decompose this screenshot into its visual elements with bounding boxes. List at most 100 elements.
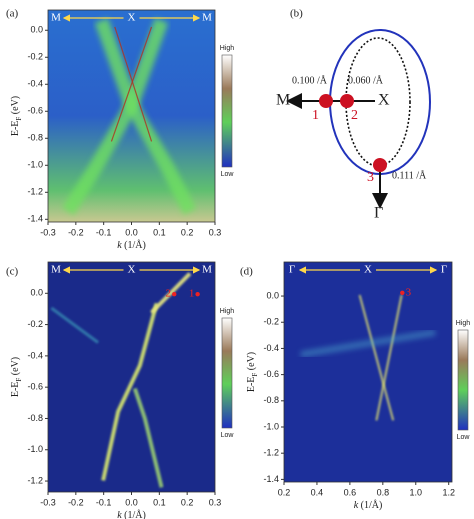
plot-frame	[283, 261, 453, 483]
y-tick-label: 0.0	[266, 290, 279, 300]
path-label: X	[364, 264, 372, 276]
spectral-feature	[300, 329, 436, 358]
annotation-dot	[400, 290, 405, 295]
y-tick-label: -0.8	[27, 133, 43, 143]
y-axis-label: E-EF (eV)	[246, 352, 260, 392]
path-label: M	[202, 12, 212, 24]
y-label-main: E-E	[10, 382, 21, 398]
colorbar	[221, 317, 233, 429]
x-label-var: k	[354, 500, 359, 511]
colorbar-low: Low	[221, 171, 235, 178]
y-tick-label: -1.2	[27, 187, 43, 197]
annotation-dot	[195, 292, 200, 297]
y-tick-label: -0.4	[27, 79, 43, 89]
x-label-unit: (1/Å)	[124, 239, 146, 251]
spectral-feature	[150, 272, 192, 315]
x-tick-label: 0.2	[181, 497, 194, 507]
x-tick-label: 0.1	[153, 497, 166, 507]
path-label: M	[202, 264, 212, 276]
path-label: Γ	[289, 264, 295, 276]
y-tick-label: -1.0	[27, 160, 43, 170]
spectral-feature	[101, 302, 159, 481]
x-tick-label: 1.2	[442, 487, 455, 497]
x-tick-label: 0.0	[125, 227, 138, 237]
y-tick-label: -1.0	[263, 421, 279, 431]
x-tick-label: 0.3	[209, 497, 222, 507]
y-tick-label: -1.4	[263, 474, 279, 484]
x-tick-label: -0.1	[96, 497, 112, 507]
spectral-feature	[50, 306, 99, 344]
colorbar-high: High	[220, 308, 235, 315]
x-axis-label: k (1/Å)	[354, 499, 383, 511]
panel-label: (b)	[290, 8, 303, 20]
colorbar	[221, 54, 233, 168]
y-tick-label: -0.6	[27, 382, 43, 392]
spectrum-image	[48, 262, 215, 492]
y-label-main: E-E	[10, 121, 21, 137]
path-label: M	[51, 12, 61, 24]
x-tick-label: -0.1	[96, 227, 112, 237]
panel-label: (d)	[240, 266, 253, 278]
y-tick-label: -0.4	[263, 343, 279, 353]
y-tick-label: -0.2	[27, 319, 43, 329]
x-tick-label: 0.8	[377, 487, 390, 497]
spectral-feature	[132, 387, 164, 488]
x-axis-label: k (1/Å)	[117, 509, 146, 519]
y-tick-label: -1.2	[263, 448, 279, 458]
x-tick-label: 0.2	[181, 227, 194, 237]
spectral-feature	[375, 294, 403, 421]
colorbar-high: High	[456, 320, 471, 327]
spectral-feature	[110, 26, 153, 142]
colorbar	[457, 329, 469, 431]
label-m: M	[276, 92, 290, 109]
y-label-sub: F	[251, 373, 259, 377]
label-x: X	[378, 92, 390, 109]
path-label: X	[128, 264, 136, 276]
panel-label: (c)	[6, 266, 19, 278]
marker-label: 2	[351, 108, 358, 123]
x-label-var: k	[117, 510, 122, 519]
x-tick-label: 0.0	[125, 497, 138, 507]
path-label: X	[128, 12, 136, 24]
y-tick-label: -0.2	[27, 52, 43, 62]
distance: 0.100 /Å	[292, 74, 328, 86]
annotation: 3	[406, 286, 412, 298]
y-tick-label: -0.8	[263, 395, 279, 405]
y-tick-label: -0.6	[27, 106, 43, 116]
y-tick-label: 0.0	[30, 288, 43, 298]
y-tick-label: -0.6	[263, 369, 279, 379]
spectral-feature	[114, 26, 153, 142]
path-label: M	[51, 264, 61, 276]
y-label-main: E-E	[246, 377, 257, 393]
y-tick-label: -0.2	[263, 317, 279, 327]
panel-label: (a)	[6, 8, 19, 20]
x-tick-label: -0.2	[68, 497, 84, 507]
x-tick-label: -0.3	[40, 227, 56, 237]
x-tick-label: 0.2	[278, 487, 291, 497]
distance: 0.060 /Å	[348, 74, 384, 86]
x-tick-label: 0.4	[311, 487, 324, 497]
x-tick-label: 0.6	[344, 487, 357, 497]
y-label-unit: (eV)	[10, 357, 21, 375]
marker-label: 1	[312, 108, 319, 123]
point	[373, 158, 387, 172]
distance: 0.111 /Å	[392, 169, 427, 181]
y-tick-label: -0.8	[27, 413, 43, 423]
colorbar-low: Low	[457, 434, 471, 441]
annotation: 2	[165, 288, 171, 300]
y-label-sub: F	[15, 378, 23, 382]
y-tick-label: 0.0	[30, 25, 43, 35]
colorbar-low: Low	[221, 432, 235, 439]
spectral-feature	[358, 294, 395, 421]
spectrum-image	[284, 262, 452, 482]
y-tick-label: -1.0	[27, 444, 43, 454]
x-tick-label: -0.2	[68, 227, 84, 237]
x-tick-label: 0.1	[153, 227, 166, 237]
annotation: 1	[189, 288, 195, 300]
y-axis-label: E-EF (eV)	[10, 357, 24, 397]
y-axis-label: E-EF (eV)	[10, 96, 24, 136]
marker-label: 3	[367, 170, 374, 185]
point	[340, 94, 354, 108]
